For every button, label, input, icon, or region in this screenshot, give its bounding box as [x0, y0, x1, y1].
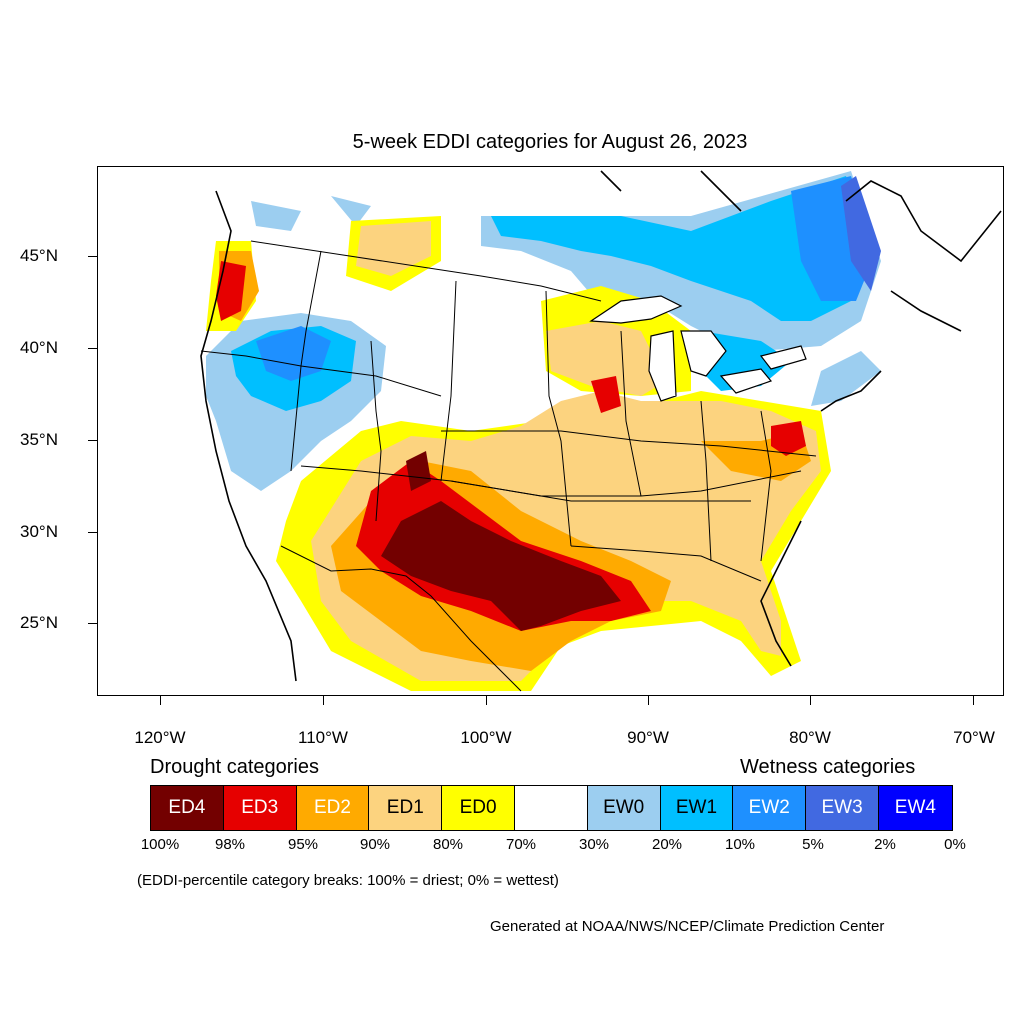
- credit-line: Generated at NOAA/NWS/NCEP/Climate Predi…: [490, 918, 885, 935]
- pct-break-label: 95%: [287, 836, 319, 853]
- pct-break-label: 20%: [651, 836, 683, 853]
- legend-cell-ew4: EW4: [878, 786, 952, 830]
- lon-tick: [160, 696, 162, 705]
- political-borders: [200, 240, 817, 692]
- lat-tick: [88, 623, 97, 625]
- legend-cell-neutral: [514, 786, 588, 830]
- region-ed1-mw: [546, 321, 666, 396]
- region-ed3-pnw: [216, 261, 246, 321]
- lon-tick: [486, 696, 488, 705]
- lat-label: 35°N: [20, 430, 58, 449]
- pct-break-label: 0%: [944, 836, 966, 853]
- lon-label: 100°W: [460, 728, 512, 747]
- lon-label: 90°W: [627, 728, 669, 747]
- eddi-map: [200, 170, 1002, 692]
- region-ed3-va: [771, 421, 806, 456]
- lon-tick: [648, 696, 650, 705]
- great-lakes: [589, 295, 807, 402]
- pct-break-label: 30%: [578, 836, 610, 853]
- pct-break-label: 98%: [214, 836, 246, 853]
- lat-tick: [88, 532, 97, 534]
- lon-label: 70°W: [953, 728, 995, 747]
- region-ew1-north: [491, 176, 871, 321]
- pct-break-label: 100%: [140, 836, 180, 853]
- region-ed4-nm: [406, 451, 431, 491]
- wetness-heading: Wetness categories: [740, 756, 916, 778]
- legend-cell-ed1: ED1: [369, 786, 443, 830]
- lon-tick: [810, 696, 812, 705]
- lat-label: 25°N: [20, 613, 58, 632]
- lon-label: 80°W: [789, 728, 831, 747]
- region-ed4-tx: [381, 501, 621, 631]
- region-ed3-mw: [591, 376, 621, 413]
- lat-label: 40°N: [20, 338, 58, 357]
- lat-tick: [88, 440, 97, 442]
- pct-break-label: 10%: [724, 836, 756, 853]
- lat-tick: [88, 256, 97, 258]
- lon-label: 110°W: [298, 728, 348, 747]
- legend-colorbar: ED4 ED3 ED2 ED1 ED0 EW0 EW1 EW2 EW3 EW4: [150, 785, 953, 831]
- pct-break-label: 5%: [802, 836, 824, 853]
- pct-break-label: 80%: [432, 836, 464, 853]
- lat-tick: [88, 348, 97, 350]
- legend-cell-ew2: EW2: [733, 786, 807, 830]
- lon-label: 120°W: [134, 728, 186, 747]
- legend-cell-ed2: ED2: [296, 786, 370, 830]
- legend-cell-ed0: ED0: [442, 786, 515, 830]
- legend-cell-ew1: EW1: [660, 786, 734, 830]
- lon-tick: [973, 696, 975, 705]
- region-ed1-north: [356, 221, 431, 276]
- region-ew0-ne: [811, 351, 881, 406]
- legend-cell-ew0: EW0: [587, 786, 661, 830]
- category-note: (EDDI-percentile category breaks: 100% =…: [137, 872, 559, 889]
- drought-heading: Drought categories: [150, 756, 319, 778]
- pct-break-label: 90%: [359, 836, 391, 853]
- map-title: 5-week EDDI categories for August 26, 20…: [352, 131, 748, 153]
- region-ew0-patches: [251, 196, 371, 231]
- lat-label: 45°N: [20, 246, 58, 265]
- lon-tick: [323, 696, 325, 705]
- pct-break-label: 70%: [505, 836, 537, 853]
- legend-cell-ew3: EW3: [806, 786, 879, 830]
- legend-cell-ed3: ED3: [223, 786, 297, 830]
- region-ew3-ne: [841, 176, 881, 291]
- legend-cell-ed4: ED4: [151, 786, 224, 830]
- map-panel: [97, 166, 1004, 696]
- coastline: [200, 170, 1002, 682]
- pct-break-label: 2%: [874, 836, 896, 853]
- lat-label: 30°N: [20, 522, 58, 541]
